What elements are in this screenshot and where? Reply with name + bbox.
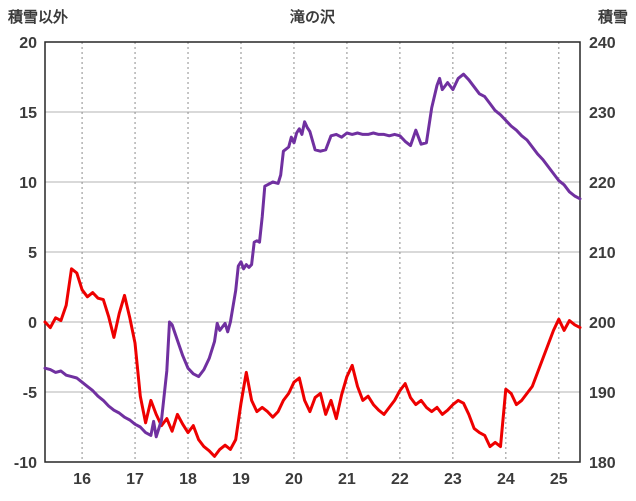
right-axis-title: 積雪 — [597, 9, 628, 26]
x-tick-label: 19 — [232, 471, 250, 488]
right-tick-label: 220 — [589, 175, 616, 192]
x-tick-label: 16 — [73, 471, 91, 488]
right-tick-label: 210 — [589, 245, 616, 262]
left-tick-label: 5 — [28, 245, 37, 262]
series-line-1 — [43, 267, 582, 458]
x-tick-label: 22 — [391, 471, 409, 488]
right-tick-label: 180 — [589, 455, 616, 472]
series-line-2 — [43, 72, 582, 439]
left-axis-title: 積雪以外 — [8, 9, 69, 26]
left-tick-label: 10 — [19, 175, 37, 192]
chart-title: 滝の沢 — [289, 9, 335, 26]
left-tick-label: 20 — [19, 35, 37, 52]
right-tick-label: 200 — [589, 315, 616, 332]
plot-border — [44, 41, 581, 463]
x-tick-label: 23 — [444, 471, 462, 488]
x-tick-label: 18 — [179, 471, 197, 488]
left-tick-label: -10 — [14, 455, 37, 472]
x-tick-label: 25 — [550, 471, 568, 488]
left-tick-label: -5 — [23, 385, 37, 402]
right-tick-label: 190 — [589, 385, 616, 402]
x-tick-label: 24 — [497, 471, 515, 488]
x-tick-label: 20 — [285, 471, 303, 488]
left-tick-label: 0 — [28, 315, 37, 332]
right-tick-label: 240 — [589, 35, 616, 52]
left-tick-label: 15 — [19, 105, 37, 122]
x-tick-label: 17 — [126, 471, 144, 488]
x-tick-label: 21 — [338, 471, 356, 488]
right-tick-label: 230 — [589, 105, 616, 122]
